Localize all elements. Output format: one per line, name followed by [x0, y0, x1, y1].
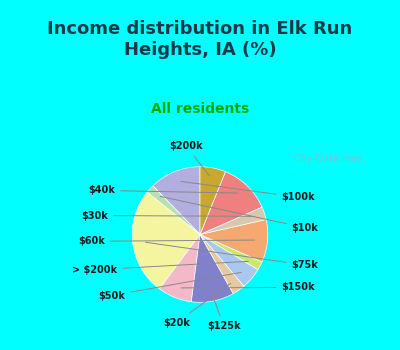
Text: $125k: $125k — [207, 294, 240, 331]
Text: $200k: $200k — [170, 141, 209, 176]
Wedge shape — [200, 219, 268, 262]
Wedge shape — [147, 186, 200, 235]
Text: City-Data.com: City-Data.com — [293, 154, 363, 164]
Wedge shape — [200, 207, 266, 234]
Text: $60k: $60k — [78, 236, 254, 246]
Wedge shape — [191, 234, 233, 302]
Text: $100k: $100k — [181, 181, 315, 202]
Wedge shape — [200, 234, 262, 270]
Wedge shape — [132, 192, 200, 289]
Text: $50k: $50k — [98, 272, 241, 301]
Wedge shape — [200, 234, 244, 294]
Wedge shape — [160, 234, 200, 302]
Text: $150k: $150k — [181, 282, 315, 292]
Text: $20k: $20k — [163, 284, 231, 328]
Wedge shape — [200, 172, 262, 234]
Text: $40k: $40k — [88, 186, 237, 195]
Text: Income distribution in Elk Run
Heights, IA (%): Income distribution in Elk Run Heights, … — [47, 20, 353, 58]
Text: $10k: $10k — [160, 196, 318, 233]
Text: > $200k: > $200k — [72, 261, 248, 275]
Wedge shape — [200, 167, 226, 234]
Text: $30k: $30k — [82, 210, 252, 220]
Wedge shape — [200, 234, 258, 286]
Text: $75k: $75k — [146, 242, 318, 270]
Text: All residents: All residents — [151, 102, 249, 116]
Wedge shape — [153, 167, 200, 234]
